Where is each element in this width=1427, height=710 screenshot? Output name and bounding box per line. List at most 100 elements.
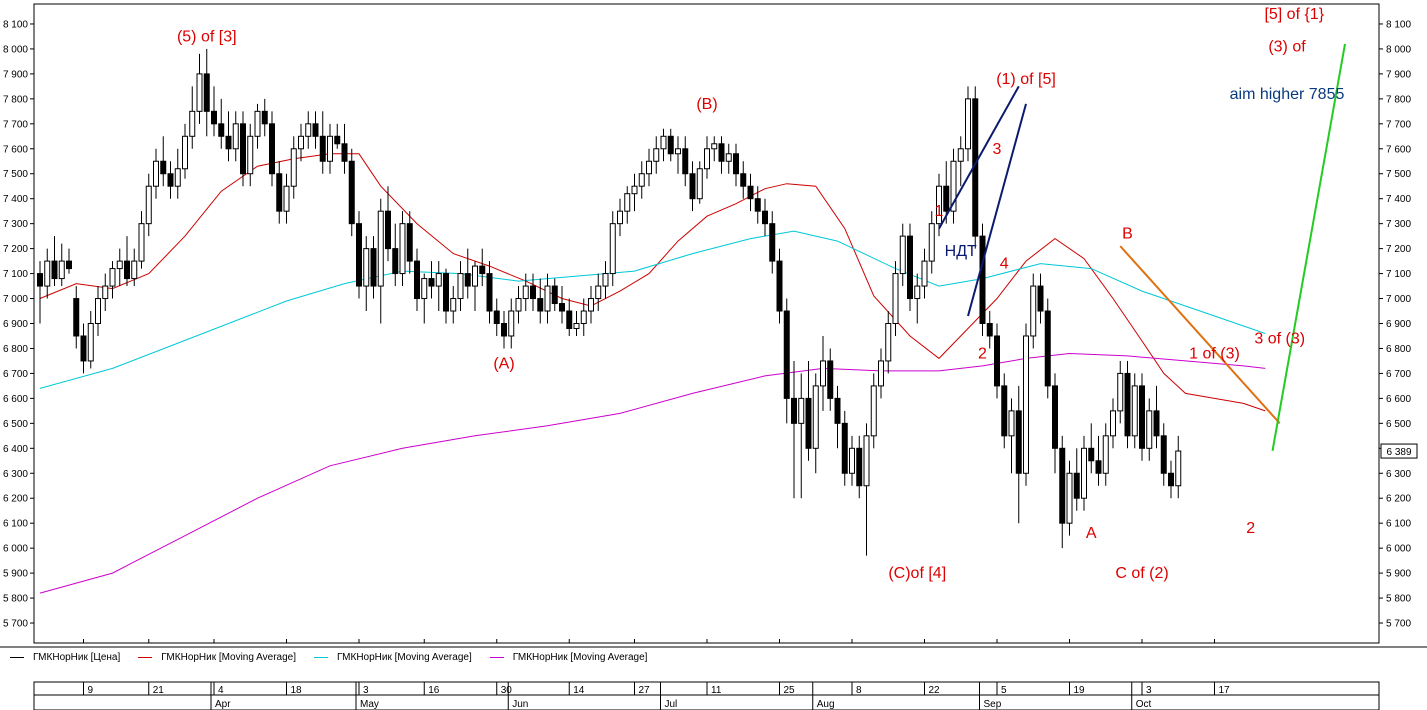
moving-average-line: [39, 230, 1266, 389]
candle-body: [798, 397, 805, 424]
y-tick-label-left: 7 000: [3, 294, 28, 305]
candle-body: [1044, 310, 1051, 387]
candle-body: [892, 273, 899, 324]
candle-body: [530, 285, 536, 300]
day-tick-label: 25: [784, 685, 796, 696]
last-price-label: 6 389: [1386, 447, 1411, 458]
candle-body: [182, 135, 188, 170]
candle-body: [341, 143, 348, 162]
candle-body: [595, 285, 602, 300]
trend-line: [967, 103, 1027, 317]
candle-body: [312, 123, 319, 137]
candle-body: [385, 210, 391, 250]
legend-swatch: [138, 657, 153, 658]
candle-body: [414, 260, 420, 300]
candle-body: [580, 310, 587, 324]
y-tick-label-left: 6 000: [3, 544, 28, 555]
candle-body: [928, 223, 935, 262]
candle-body: [914, 285, 921, 300]
candle-body: [747, 185, 754, 200]
candle-body: [740, 173, 747, 187]
y-tick-label-right: 8 000: [1386, 44, 1411, 55]
wave-annotation: aim higher 7855: [1230, 86, 1345, 103]
candle-body: [1160, 435, 1167, 474]
candle-body: [1117, 372, 1124, 412]
candle-body: [211, 110, 217, 125]
candle-body: [276, 173, 283, 212]
candle-body: [1059, 447, 1066, 524]
candle-body: [849, 447, 855, 474]
candle-body: [240, 123, 246, 175]
day-tick-label: 18: [291, 685, 303, 696]
candle-body: [80, 335, 87, 362]
candle-body: [160, 160, 167, 175]
day-tick-label: 21: [153, 685, 165, 696]
y-tick-label-left: 7 200: [3, 244, 28, 255]
candle-body: [609, 223, 616, 275]
candle-body: [421, 278, 428, 300]
candle-body: [327, 135, 333, 162]
day-tick-label: 19: [1074, 685, 1086, 696]
candle-body: [1030, 285, 1037, 337]
y-tick-label-left: 7 100: [3, 269, 28, 280]
candle-body: [464, 273, 471, 287]
candle-body: [1146, 410, 1153, 449]
candle-body: [1124, 372, 1131, 437]
candle-body: [189, 110, 196, 137]
y-tick-label-right: 7 000: [1386, 294, 1411, 305]
candle-body: [450, 298, 457, 312]
candle-body: [711, 143, 718, 150]
candle-body: [428, 278, 435, 287]
candle-body: [812, 385, 819, 449]
month-label: May: [360, 699, 379, 710]
candle-body: [486, 273, 493, 312]
wave-annotation: C of (2): [1115, 565, 1168, 582]
candle-body: [733, 153, 739, 175]
candle-body: [617, 210, 623, 225]
y-tick-label-left: 7 300: [3, 219, 28, 230]
legend-label: ГМКНорНик [Moving Average]: [161, 652, 296, 663]
month-label: Sep: [984, 699, 1002, 710]
y-tick-label-right: 7 600: [1386, 144, 1411, 155]
candle-body: [762, 210, 768, 225]
candle-body: [551, 285, 558, 305]
candle-body: [1168, 472, 1174, 487]
candle-body: [522, 285, 529, 300]
legend-swatch: [313, 657, 328, 658]
candle-body: [667, 135, 674, 155]
candle-body: [754, 198, 761, 212]
candle-body: [515, 298, 522, 312]
candle-body: [305, 123, 312, 137]
candle-body: [943, 185, 950, 212]
candle-body: [58, 260, 65, 280]
candle-body: [116, 260, 123, 270]
candle-body: [566, 310, 573, 329]
candle-body: [624, 193, 631, 212]
candle-body: [1052, 385, 1058, 449]
y-tick-label-right: 6 900: [1386, 319, 1411, 330]
wave-annotation: (A): [493, 355, 514, 372]
wave-annotation: A: [1086, 525, 1097, 542]
candle-body: [435, 273, 442, 287]
day-tick-label: 14: [573, 685, 585, 696]
candle-body: [863, 435, 870, 487]
candle-body: [820, 360, 826, 387]
candle-body: [102, 285, 109, 300]
wave-annotation: B: [1122, 226, 1133, 243]
y-tick-label-right: 6 200: [1386, 494, 1411, 505]
y-tick-label-right: 7 400: [1386, 194, 1411, 205]
candle-body: [363, 248, 370, 287]
y-tick-label-left: 7 700: [3, 119, 28, 130]
candle-body: [218, 123, 225, 137]
day-tick-label: 8: [856, 685, 862, 696]
candle-body: [827, 360, 834, 399]
y-tick-label-left: 6 700: [3, 369, 28, 380]
y-tick-label-left: 8 000: [3, 44, 28, 55]
candle-body: [290, 148, 297, 187]
y-tick-label-left: 7 900: [3, 69, 28, 80]
candle-body: [356, 223, 362, 287]
y-tick-label-right: 6 500: [1386, 419, 1411, 430]
y-tick-label-right: 7 800: [1386, 94, 1411, 105]
moving-average-line: [39, 153, 1266, 412]
y-tick-label-left: 6 400: [3, 444, 28, 455]
